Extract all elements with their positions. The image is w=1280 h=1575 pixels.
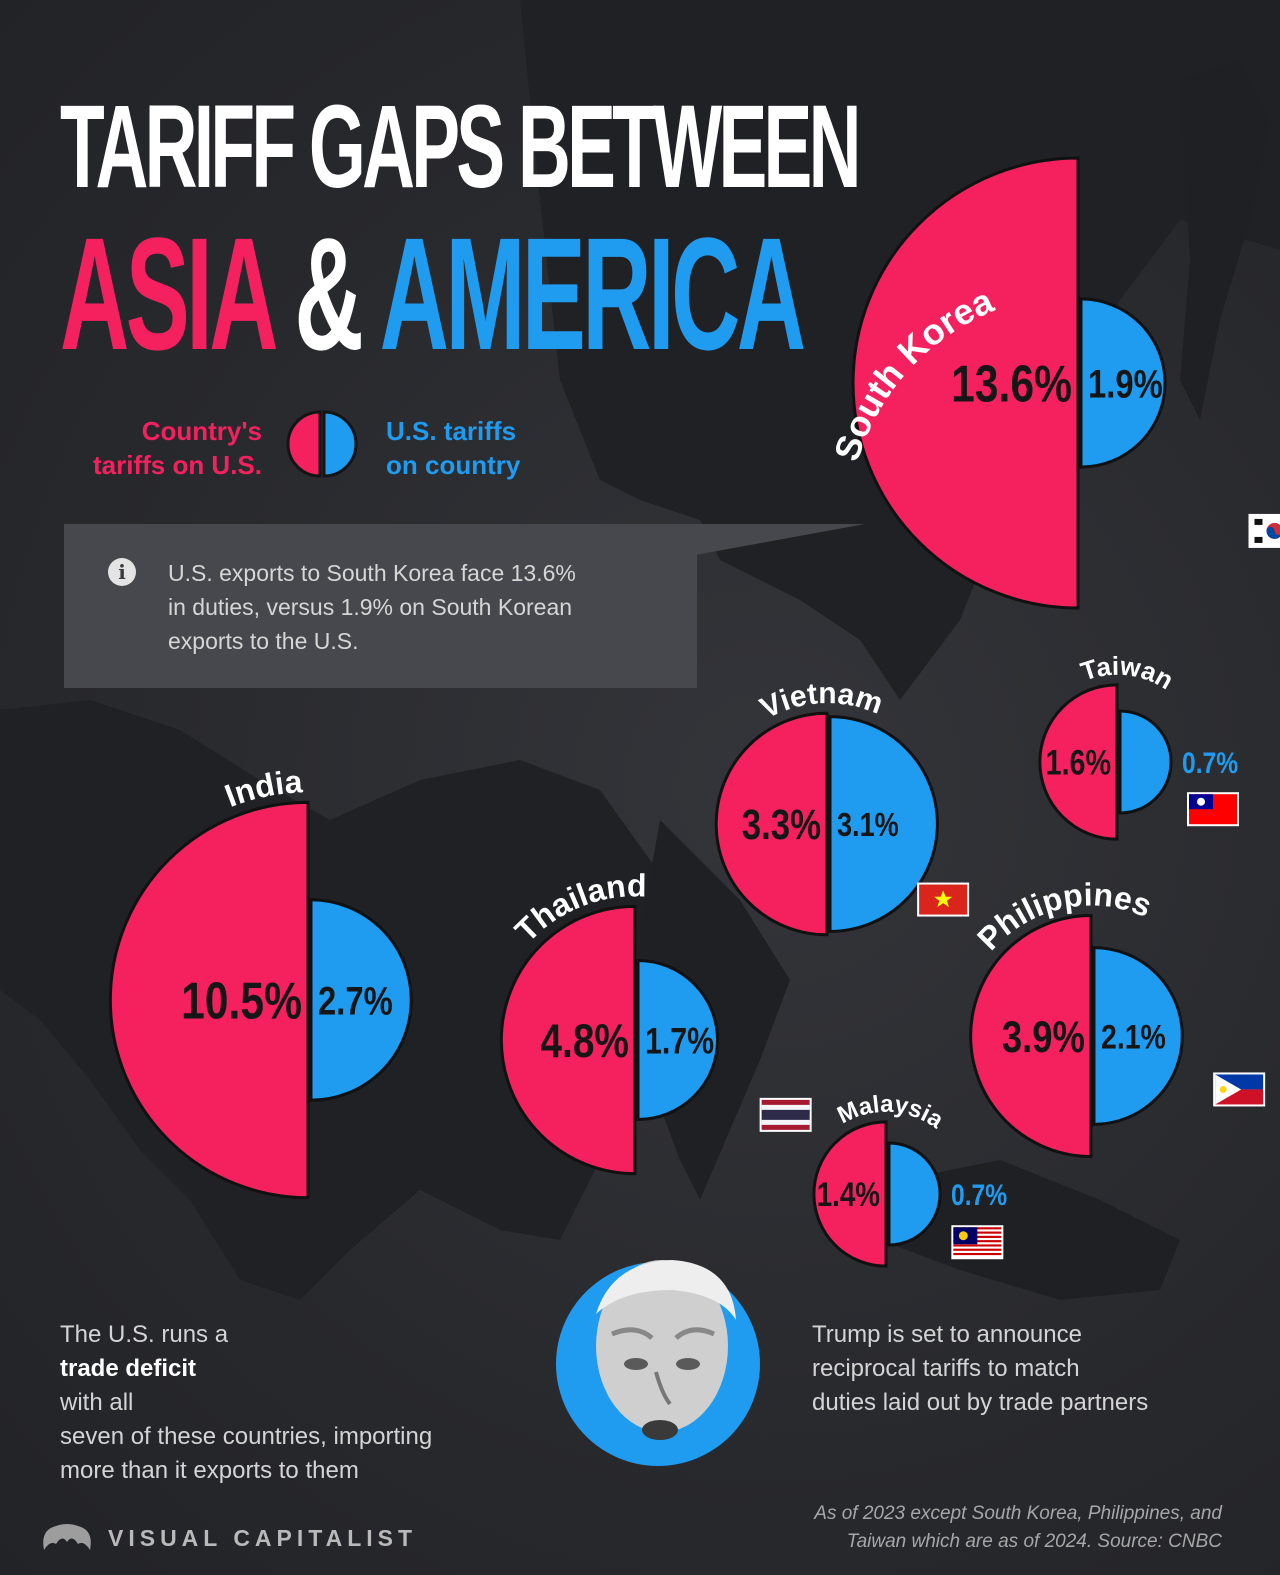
footnote-line2: Taiwan which are as of 2024. Source: CNB…: [846, 1531, 1222, 1552]
philippines-us-tariff-value: 2.1%: [1101, 1017, 1166, 1056]
malaysia-country-label: Malaysia: [833, 1091, 949, 1135]
bubble-south-korea: 13.6% 1.9%South Korea: [826, 156, 1280, 610]
title-line-1: TARIFF GAPS BETWEEN: [60, 81, 861, 213]
malaysia-flag-crescent: [958, 1231, 968, 1241]
malaysia-flag-icon: [951, 1225, 1004, 1260]
malaysia-us-tariff-value: 0.7%: [951, 1177, 1007, 1211]
brand-name: VISUAL CAPITALIST: [108, 1524, 418, 1551]
south-korea-us-tariff-value: 1.9%: [1088, 361, 1163, 406]
south-korea-country-tariff-half: [851, 156, 1080, 610]
legend-split-circle-icon: [286, 410, 358, 478]
philippines-flag-triangle: [1215, 1074, 1242, 1105]
title-line-2: ASIA & AMERICA: [60, 214, 806, 374]
thailand-country-tariff-value: 4.8%: [540, 1016, 629, 1068]
philippines-flag-icon: [1213, 1072, 1266, 1107]
vietnam-us-tariff-value: 3.1%: [837, 807, 899, 843]
malaysia-flag-stripe-6: [953, 1248, 1002, 1251]
bubble-philippines: 3.9% 2.1%Philippines: [969, 876, 1266, 1158]
malaysia-country-tariff-half: [812, 1120, 888, 1268]
malaysia-flag-stripe-5: [953, 1244, 1002, 1247]
callout-line3: exports to the U.S.: [168, 628, 359, 654]
philippines-flag-sun: [1219, 1085, 1227, 1093]
india-us-tariff-half: [309, 898, 413, 1102]
south-korea-flag-trigram-3: [1254, 536, 1263, 543]
malaysia-country-tariff-value: 1.4%: [817, 1176, 880, 1214]
malaysia-us-tariff-half: [887, 1141, 942, 1247]
legend-country-tariffs: Country's tariffs on U.S.: [40, 414, 262, 482]
deficit-line3: more than it exports to them: [60, 1457, 359, 1484]
bubble-taiwan: 1.6% 0.7%Taiwan: [1038, 650, 1240, 841]
thailand-us-tariff-half: [636, 958, 719, 1122]
callout-text: U.S. exports to South Korea face 13.6% i…: [168, 556, 668, 658]
trump-portrait: [556, 1260, 760, 1466]
landmass-islands: [880, 1160, 1180, 1300]
trade-deficit-text: The U.S. runs a trade deficit with all s…: [60, 1318, 520, 1488]
callout-line1: U.S. exports to South Korea face 13.6%: [168, 560, 576, 586]
source-footnote: As of 2023 except South Korea, Philippin…: [700, 1500, 1222, 1556]
trade-deficit-emphasis: trade deficit: [60, 1355, 197, 1382]
india-country-tariff-half: [109, 800, 310, 1200]
taiwan-us-tariff-value: 0.7%: [1182, 745, 1238, 779]
taiwan-country-tariff-value: 1.6%: [1046, 743, 1111, 782]
legend-left-line1: Country's: [141, 416, 262, 446]
reciprocal-line2: reciprocal tariffs to match: [812, 1355, 1080, 1382]
bubble-malaysia: 1.4% 0.7% Malaysia: [812, 1091, 1007, 1268]
bubble-vietnam: 3.3% 3.1%Vietnam: [714, 677, 970, 937]
vietnam-country-tariff-half: [714, 711, 829, 937]
thailand-flag-icon: [759, 1097, 812, 1132]
title-america: AMERICA: [379, 204, 806, 383]
taiwan-country-tariff-half: [1038, 683, 1119, 841]
brand: VISUAL CAPITALIST: [40, 1520, 417, 1556]
south-korea-flag-icon: [1248, 513, 1280, 548]
landmass-japan: [1180, 60, 1270, 420]
legend-right-line2: on country: [386, 450, 521, 480]
info-icon: i: [108, 558, 136, 586]
taiwan-us-tariff-half: [1118, 709, 1173, 815]
malaysia-country-label-text: Malaysia: [833, 1091, 949, 1135]
vietnam-country-tariff-value: 3.3%: [742, 802, 821, 849]
title-ampersand: &: [294, 204, 380, 383]
legend-left-line2: tariffs on U.S.: [92, 450, 262, 480]
reciprocal-tariffs-text: Trump is set to announce reciprocal tari…: [812, 1318, 1232, 1420]
thailand-country-tariff-half: [500, 904, 637, 1176]
taiwan-flag-sun: [1197, 797, 1206, 806]
philippines-country-tariff-value: 3.9%: [1002, 1012, 1085, 1062]
philippines-us-tariff-half: [1092, 946, 1184, 1126]
callout-box: [64, 524, 697, 688]
south-korea-us-tariff-half: [1079, 297, 1167, 469]
reciprocal-line1: Trump is set to announce: [812, 1321, 1082, 1348]
bubble-india: 10.5% 2.7%India: [109, 763, 584, 1200]
callout-pointer: [690, 524, 865, 556]
thailand-us-tariff-value: 1.7%: [645, 1021, 714, 1063]
south-korea-country-tariff-value: 13.6%: [951, 356, 1072, 414]
vietnam-flag-star: [934, 890, 953, 908]
reciprocal-line3: duties laid out by trade partners: [812, 1389, 1149, 1416]
bubble-thailand: 4.8% 1.7%Thailand: [500, 867, 812, 1176]
callout-line2: in duties, versus 1.9% on South Korean: [168, 594, 573, 620]
deficit-line1: The U.S. runs a trade deficit with all: [60, 1321, 229, 1416]
vietnam-flag-icon: [917, 882, 970, 917]
india-country-tariff-value: 10.5%: [181, 973, 302, 1031]
south-korea-flag-taeguk-blue: [1266, 526, 1280, 539]
legend-us-tariffs: U.S. tariffs on country: [386, 414, 606, 482]
visual-capitalist-logo-icon: [43, 1524, 91, 1550]
philippines-country-tariff-half: [969, 914, 1093, 1158]
footnote-line1: As of 2023 except South Korea, Philippin…: [814, 1503, 1222, 1524]
thailand-flag-blue: [761, 1109, 810, 1120]
legend-right-line1: U.S. tariffs: [386, 416, 517, 446]
title-asia: ASIA: [60, 204, 295, 383]
taiwan-flag-icon: [1187, 792, 1240, 827]
india-us-tariff-value: 2.7%: [318, 978, 393, 1023]
deficit-line2: seven of these countries, importing: [60, 1423, 433, 1450]
vietnam-us-tariff-half: [828, 715, 939, 933]
malaysia-flag-stripe-7: [953, 1252, 1002, 1256]
south-korea-flag-trigram-1: [1254, 518, 1263, 525]
